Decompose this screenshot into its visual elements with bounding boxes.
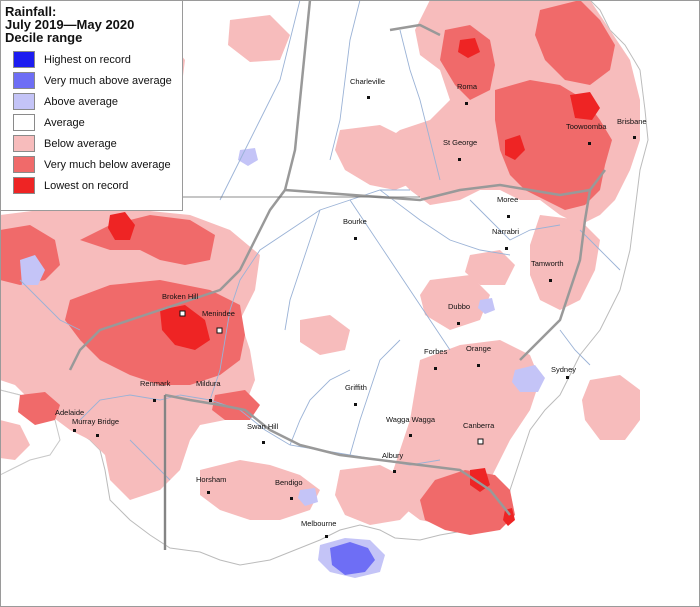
town-marker-brisbane (633, 136, 636, 139)
legend-swatch (13, 114, 35, 131)
town-label-mildura: Mildura (196, 379, 221, 388)
legend-title-line-2: July 2019—May 2020 (5, 17, 135, 32)
town-marker-bendigo (290, 497, 293, 500)
town-marker-broken-hill (179, 310, 186, 317)
town-marker-tamworth (549, 279, 552, 282)
town-marker-horsham (207, 491, 210, 494)
legend-item-highest-on-record: Highest on record (5, 49, 182, 70)
town-marker-menindee (216, 327, 223, 334)
town-label-canberra: Canberra (463, 421, 495, 430)
town-label-bendigo: Bendigo (275, 478, 303, 487)
town-label-renmark: Renmark (140, 379, 171, 388)
town-marker-murray-bridge (96, 434, 99, 437)
legend-title-line-1: Rainfall: (5, 4, 57, 19)
town-label-albury: Albury (382, 451, 404, 460)
legend-item-label: Average (44, 116, 85, 129)
town-label-charleville: Charleville (350, 77, 385, 86)
legend-item-very-much-above-average: Very much above average (5, 70, 182, 91)
town-marker-charleville (367, 96, 370, 99)
town-marker-narrabri (505, 247, 508, 250)
town-marker-orange (477, 364, 480, 367)
lowest-on-record-regions (108, 38, 600, 526)
town-marker-sydney (566, 376, 569, 379)
town-label-moree: Moree (497, 195, 518, 204)
town-marker-adelaide (73, 429, 76, 432)
legend-swatch (13, 156, 35, 173)
town-label-forbes: Forbes (424, 347, 448, 356)
legend-swatch (13, 72, 35, 89)
legend-swatch (13, 135, 35, 152)
town-label-narrabri: Narrabri (492, 227, 519, 236)
rivers (19, 0, 621, 481)
legend-item-label: Above average (44, 95, 118, 108)
legend-item-very-much-below-average: Very much below average (5, 154, 182, 175)
legend-swatch (13, 177, 35, 194)
town-marker-forbes (434, 367, 437, 370)
town-marker-toowoomba (588, 142, 591, 145)
border-lines-thin (164, 196, 420, 550)
town-marker-renmark (153, 399, 156, 402)
town-label-st-george: St George (443, 138, 477, 147)
town-marker-st-george (458, 158, 461, 161)
town-markers: Charleville Roma Toowoomba Brisbane St G… (55, 77, 647, 538)
town-marker-swan-hill (262, 441, 265, 444)
town-marker-roma (465, 102, 468, 105)
legend-item-label: Lowest on record (44, 179, 129, 192)
legend-items: Highest on record Very much above averag… (5, 49, 182, 196)
legend-swatch (13, 51, 35, 68)
legend-item-average: Average (5, 112, 182, 133)
town-label-horsham: Horsham (196, 475, 226, 484)
town-label-roma: Roma (457, 82, 478, 91)
town-label-wagga-wagga: Wagga Wagga (386, 415, 436, 424)
town-label-bourke: Bourke (343, 217, 367, 226)
legend-title-line-3: Decile range (5, 30, 83, 45)
town-label-dubbo: Dubbo (448, 302, 470, 311)
very-much-above-average-regions (330, 542, 375, 575)
legend-item-lowest-on-record: Lowest on record (5, 175, 182, 196)
town-marker-canberra (477, 438, 484, 445)
town-marker-wagga-wagga (409, 434, 412, 437)
town-marker-dubbo (457, 322, 460, 325)
town-marker-albury (393, 470, 396, 473)
town-marker-griffith (354, 403, 357, 406)
town-label-sydney: Sydney (551, 365, 576, 374)
town-label-orange: Orange (466, 344, 491, 353)
map-legend: Rainfall: July 2019—May 2020 Decile rang… (0, 0, 183, 211)
town-marker-mildura (209, 399, 212, 402)
town-marker-moree (507, 215, 510, 218)
town-label-swan-hill: Swan Hill (247, 422, 279, 431)
legend-item-above-average: Above average (5, 91, 182, 112)
legend-item-label: Very much above average (44, 74, 172, 87)
legend-item-label: Highest on record (44, 53, 131, 66)
town-label-tamworth: Tamworth (531, 259, 564, 268)
town-label-broken-hill: Broken Hill (162, 292, 199, 301)
town-label-murray-bridge: Murray Bridge (72, 417, 119, 426)
legend-item-label: Very much below average (44, 158, 171, 171)
legend-item-below-average: Below average (5, 133, 182, 154)
town-marker-bourke (354, 237, 357, 240)
town-marker-melbourne (325, 535, 328, 538)
town-label-griffith: Griffith (345, 383, 367, 392)
town-label-brisbane: Brisbane (617, 117, 647, 126)
town-label-menindee: Menindee (202, 309, 235, 318)
legend-item-label: Below average (44, 137, 117, 150)
town-label-adelaide: Adelaide (55, 408, 84, 417)
town-label-toowoomba: Toowoomba (566, 122, 607, 131)
town-label-melbourne: Melbourne (301, 519, 336, 528)
legend-swatch (13, 93, 35, 110)
